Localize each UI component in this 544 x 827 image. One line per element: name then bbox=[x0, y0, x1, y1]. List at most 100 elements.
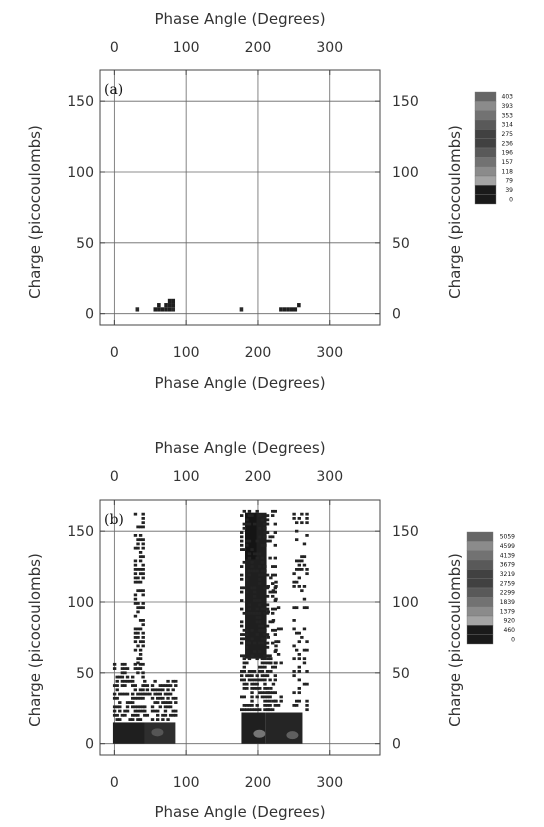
colorbar-label: 3679 bbox=[500, 562, 515, 569]
data-cell bbox=[145, 692, 150, 696]
data-cell bbox=[294, 538, 299, 542]
data-cell bbox=[247, 678, 252, 682]
data-cell bbox=[292, 691, 296, 695]
data-cell bbox=[156, 701, 160, 704]
y-tick-label-left: 50 bbox=[76, 236, 94, 252]
data-cell bbox=[112, 667, 117, 670]
data-cell bbox=[260, 691, 265, 695]
data-cell bbox=[273, 543, 277, 547]
data-cell bbox=[258, 526, 262, 530]
colorbar-swatch bbox=[466, 559, 494, 570]
data-cell bbox=[263, 628, 267, 632]
data-cell bbox=[143, 679, 147, 683]
data-cell bbox=[133, 640, 138, 644]
data-cell bbox=[138, 559, 143, 563]
data-cell bbox=[252, 641, 257, 645]
data-cell bbox=[255, 674, 259, 678]
data-cell bbox=[268, 678, 272, 682]
data-cell bbox=[252, 569, 257, 573]
colorbar-label: 4139 bbox=[500, 552, 515, 559]
data-cell bbox=[263, 678, 267, 682]
data-cell bbox=[250, 560, 254, 564]
data-cell bbox=[255, 704, 259, 707]
data-cell bbox=[141, 563, 145, 567]
data-cell bbox=[136, 627, 140, 631]
data-cell bbox=[123, 692, 127, 696]
data-cell bbox=[138, 657, 143, 661]
data-cell bbox=[305, 568, 309, 571]
data-cell bbox=[279, 695, 283, 699]
data-cell bbox=[300, 555, 304, 559]
data-cell bbox=[123, 709, 127, 713]
data-cell bbox=[263, 691, 267, 695]
data-cell bbox=[115, 705, 119, 709]
data-cell bbox=[136, 580, 140, 584]
data-cell bbox=[141, 538, 145, 542]
data-cell bbox=[276, 704, 281, 707]
data-cell bbox=[250, 586, 254, 590]
data-cell bbox=[150, 705, 155, 709]
data-cell bbox=[289, 307, 294, 312]
data-cell bbox=[265, 670, 270, 673]
data-cell bbox=[138, 555, 143, 559]
data-cell bbox=[258, 603, 262, 607]
data-cell bbox=[250, 704, 254, 707]
data-cell bbox=[263, 573, 267, 577]
data-cell bbox=[141, 671, 145, 675]
data-cell bbox=[265, 633, 270, 636]
data-cell bbox=[265, 539, 270, 543]
data-cell bbox=[166, 705, 170, 709]
data-cell bbox=[297, 563, 301, 567]
colorbar-swatch bbox=[474, 119, 497, 130]
data-cell bbox=[268, 704, 272, 707]
data-cell bbox=[161, 696, 165, 700]
data-cell bbox=[294, 568, 299, 571]
data-cell bbox=[273, 573, 277, 577]
data-cell bbox=[123, 667, 127, 670]
data-cell bbox=[265, 641, 270, 645]
data-cell bbox=[247, 708, 252, 712]
data-cell bbox=[247, 539, 252, 543]
data-cell bbox=[150, 709, 155, 713]
data-cell bbox=[240, 531, 244, 534]
data-cell bbox=[258, 620, 262, 624]
data-cell bbox=[258, 535, 262, 539]
data-cell bbox=[131, 718, 135, 721]
data-cell bbox=[136, 705, 140, 709]
data-cell bbox=[153, 701, 157, 704]
data-cell bbox=[133, 648, 138, 652]
data-cell bbox=[163, 684, 168, 687]
data-cell bbox=[123, 684, 127, 687]
data-cell bbox=[258, 670, 262, 673]
data-cell bbox=[252, 650, 257, 653]
data-cell bbox=[240, 654, 244, 658]
data-cell bbox=[143, 684, 147, 687]
data-cell bbox=[136, 692, 140, 696]
colorbar-swatch bbox=[474, 185, 497, 195]
x-tick-label-bottom: 100 bbox=[173, 775, 200, 791]
data-cell bbox=[133, 572, 138, 576]
data-cell bbox=[240, 577, 244, 581]
colorbar-swatch bbox=[474, 110, 497, 121]
data-cell bbox=[263, 674, 267, 678]
data-cell bbox=[271, 607, 275, 611]
data-cell bbox=[120, 662, 125, 666]
data-cell bbox=[141, 525, 145, 529]
colorbar-label: 1839 bbox=[500, 599, 515, 606]
data-cell bbox=[120, 675, 125, 679]
colorbar-label: 118 bbox=[502, 168, 514, 175]
data-cell bbox=[240, 708, 244, 712]
data-cell bbox=[250, 514, 254, 517]
data-cell bbox=[302, 555, 307, 559]
data-cell bbox=[265, 687, 270, 690]
colorbar-label: 353 bbox=[502, 112, 514, 119]
grid-a bbox=[100, 70, 380, 325]
data-cell bbox=[141, 521, 145, 525]
data-cell bbox=[240, 599, 244, 602]
data-cell bbox=[240, 573, 244, 577]
data-cell bbox=[112, 684, 117, 687]
data-cell bbox=[163, 701, 168, 704]
data-cell bbox=[305, 708, 309, 712]
data-cell bbox=[273, 586, 277, 590]
data-cell bbox=[260, 695, 265, 699]
